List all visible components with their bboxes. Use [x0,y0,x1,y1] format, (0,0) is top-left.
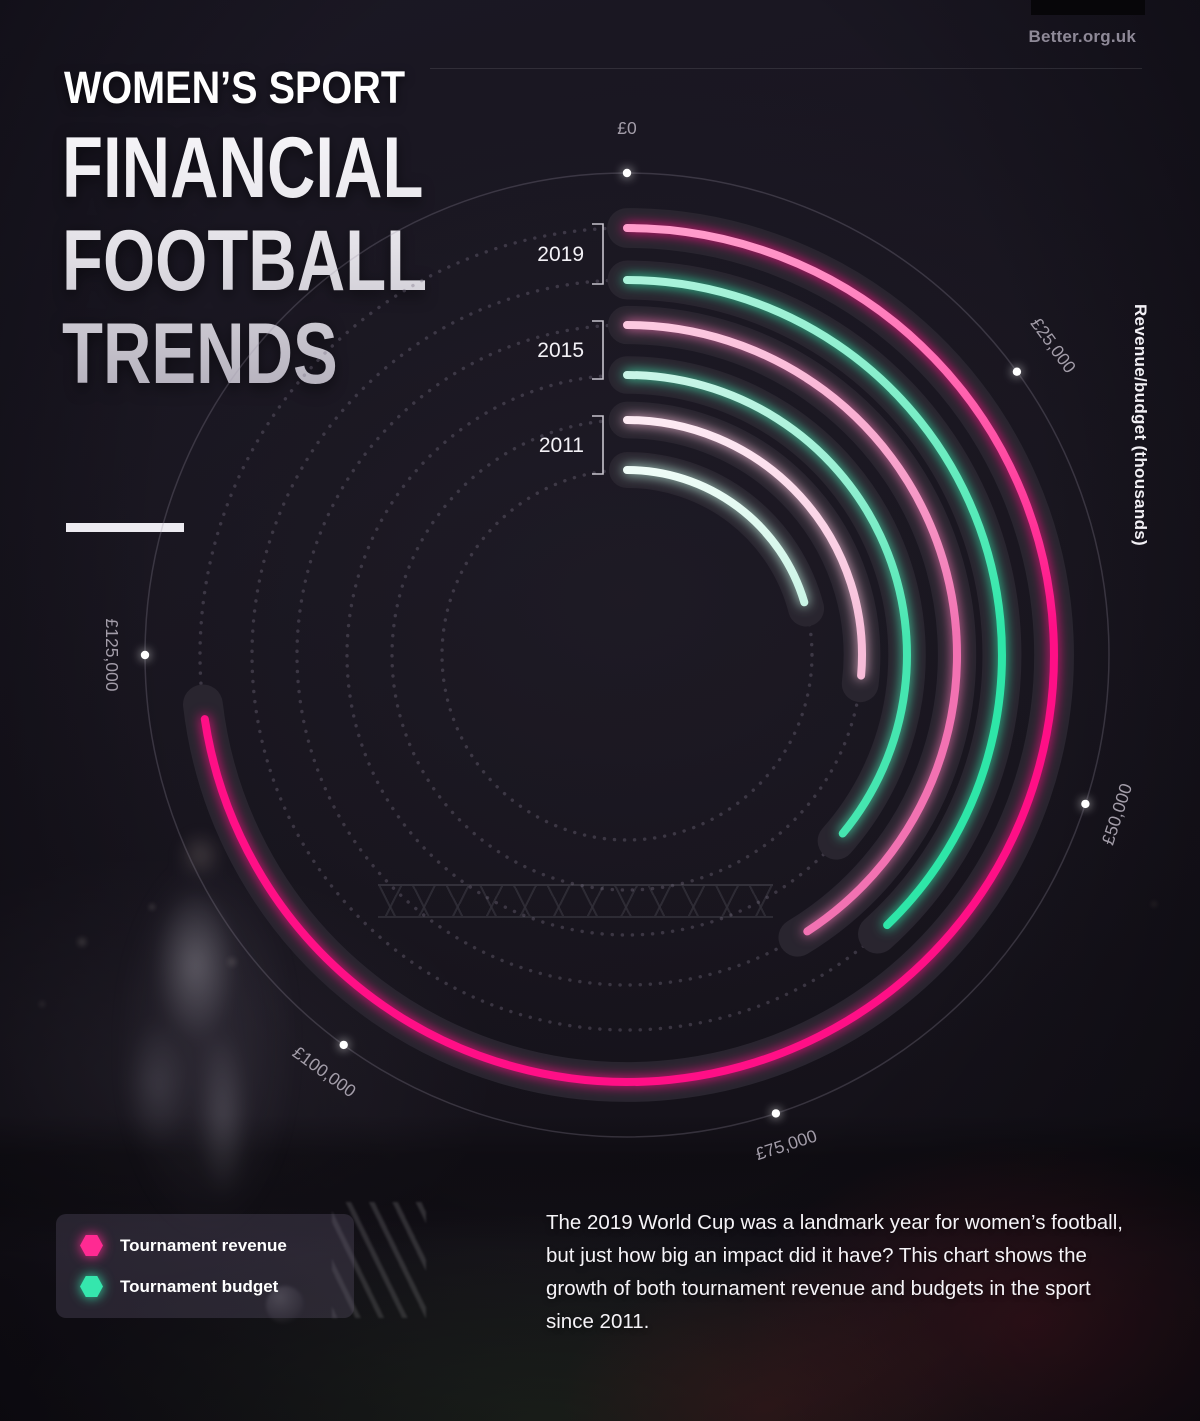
arc-track [609,452,825,627]
radial-axis-label: Revenue/budget (thousands) [1131,303,1150,547]
axis-tick-label: £100,000 [289,1042,360,1101]
legend-label-budget: Tournament budget [120,1276,279,1296]
title-underline [66,523,184,532]
budget-hexagon-icon [80,1276,103,1297]
year-label: 2011 [539,434,584,457]
revenue-hexagon-icon [80,1235,103,1256]
axis-tick-dot [1081,799,1090,809]
axis-tick-label: £75,000 [753,1125,820,1164]
legend: Tournament revenue Tournament budget [56,1214,354,1318]
year-label: 2019 [537,243,584,266]
arc-track [607,260,1022,954]
axis-tick-dot [1012,367,1022,376]
year-bracket [592,415,604,475]
axis-tick-dot [339,1040,348,1050]
gridline-dotted [390,418,864,892]
arc-track [608,401,881,703]
year-label: 2015 [537,339,584,362]
arc-track [607,305,977,957]
arc-2011-revenue [623,416,866,680]
stadium-truss [378,884,773,918]
brand-link[interactable]: Better.org.uk [1028,27,1136,46]
arc-track [608,356,926,860]
corner-mark [1031,0,1145,15]
arc-2015-budget [623,371,911,838]
title-kicker: WOMEN’S SPORT [64,62,406,113]
axis-tick-label: £50,000 [1098,781,1137,848]
legend-item-revenue: Tournament revenue [80,1235,330,1256]
title-line-1: FINANCIAL [62,120,424,216]
gridline-dotted [295,323,959,987]
arc-2019-budget [623,276,1006,930]
axis-tick-label: £125,000 [102,619,122,692]
axis-tick-dot [771,1109,781,1118]
gridline-dotted [345,373,909,937]
title-line-2: FOOTBALL [62,213,428,309]
year-bracket [592,223,604,285]
legend-item-budget: Tournament budget [80,1276,330,1297]
legend-label-revenue: Tournament revenue [120,1235,287,1255]
axis-tick-dot [622,168,632,178]
gridline-dotted [440,468,814,842]
header-divider [430,68,1142,69]
arc-2015-revenue [623,321,961,936]
stadium-lights-bokeh [0,0,4,4]
arc-2011-budget [623,466,809,607]
page-title: FINANCIAL FOOTBALL TRENDS [62,122,427,401]
axis-tick-label: £25,000 [1027,314,1081,377]
axis-tick-dot [140,650,150,660]
year-bracket [592,320,604,380]
axis-tick-label: £0 [617,118,637,138]
title-line-3: TRENDS [62,306,338,402]
chart-description: The 2019 World Cup was a landmark year f… [546,1211,1123,1333]
